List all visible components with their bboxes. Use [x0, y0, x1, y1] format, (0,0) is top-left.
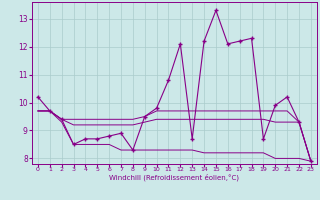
X-axis label: Windchill (Refroidissement éolien,°C): Windchill (Refroidissement éolien,°C) [109, 174, 239, 181]
